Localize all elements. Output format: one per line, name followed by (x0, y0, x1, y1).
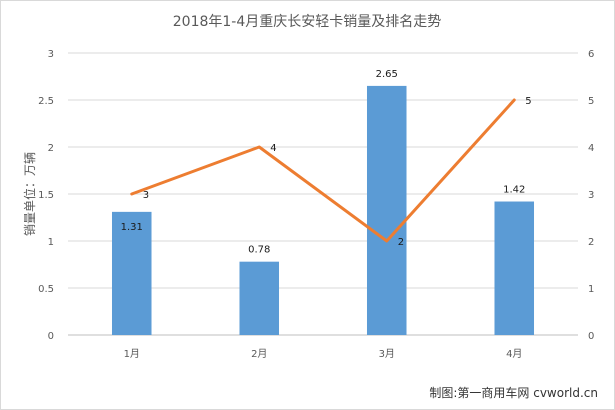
credit-text: 制图:第一商用车网 cvworld.cn (429, 385, 598, 400)
chart-title: 2018年1-4月重庆长安轻卡销量及排名走势 (173, 14, 442, 30)
y2-tick-label: 3 (588, 190, 594, 201)
left-axis-ticks: 0 0.5 1 1.5 2 2.5 3 (38, 49, 54, 342)
y2-tick-label: 2 (588, 237, 594, 248)
rank-line (130, 98, 516, 243)
line-data-label: 2 (398, 237, 404, 248)
x-tick-label: 4月 (506, 348, 522, 360)
x-axis-ticks: 1月 2月 3月 4月 (124, 348, 523, 360)
y-axis-label: 销量单位：万辆 (22, 152, 37, 236)
gridlines (68, 52, 578, 336)
y2-tick-label: 6 (588, 49, 594, 60)
x-tick-label: 1月 (124, 348, 140, 360)
bar-data-label: 1.31 (121, 222, 143, 233)
y2-tick-label: 5 (588, 96, 594, 107)
y-tick-label: 2 (48, 143, 54, 154)
bar-data-label: 0.78 (248, 245, 270, 256)
y-tick-label: 0.5 (38, 284, 54, 295)
line-data-label: 4 (270, 143, 276, 154)
line-data-label: 5 (525, 96, 531, 107)
y-tick-label: 0 (48, 331, 54, 342)
x-tick-label: 2月 (251, 348, 267, 360)
y-tick-label: 2.5 (38, 96, 54, 107)
x-tick-label: 3月 (379, 348, 395, 360)
bar-series (111, 85, 535, 336)
y-tick-label: 1 (48, 237, 54, 248)
bar (111, 211, 152, 335)
right-axis-ticks: 0 1 2 3 4 5 6 (588, 49, 594, 342)
y-tick-label: 3 (48, 49, 54, 60)
bar (366, 85, 407, 336)
bar-data-label: 1.42 (503, 185, 525, 196)
data-labels: 1.31 0.78 2.65 1.42 3 4 2 5 (121, 69, 532, 256)
y2-tick-label: 4 (588, 143, 594, 154)
bar (494, 201, 535, 335)
y2-tick-label: 0 (588, 331, 594, 342)
bar (239, 261, 280, 335)
line-data-label: 3 (143, 190, 149, 201)
line-series (130, 98, 516, 243)
y2-tick-label: 1 (588, 284, 594, 295)
bar-data-label: 2.65 (376, 69, 398, 80)
y-tick-label: 1.5 (38, 190, 54, 201)
